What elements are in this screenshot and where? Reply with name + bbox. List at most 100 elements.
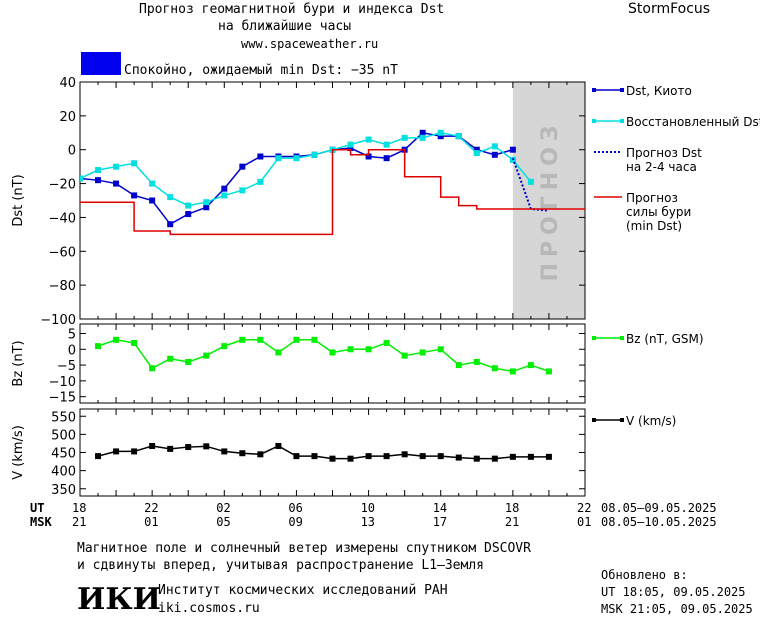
dst-series-1-point	[437, 129, 444, 136]
dst-series-1-point	[383, 141, 390, 148]
bz-series-0-point	[167, 355, 174, 362]
bz-series-0-point	[185, 358, 192, 365]
dst-series-1-line	[80, 132, 532, 207]
dst-series-1-point	[221, 192, 228, 199]
v-series-0-point	[257, 451, 264, 458]
y-tick-label: −40	[49, 211, 76, 226]
y-tick-label: 20	[59, 110, 76, 125]
dst-series-0-point	[203, 204, 210, 211]
v-series-0-point	[293, 453, 300, 460]
v-series-0-point	[347, 455, 354, 462]
dst-series-0-point	[257, 153, 264, 160]
dst-series-0-point	[473, 146, 480, 153]
ut-label: UT	[30, 501, 45, 515]
bz-series-0-point	[149, 365, 156, 372]
bz-series-0-point	[131, 339, 138, 346]
dst-series-0-point	[347, 145, 354, 152]
dst-series-0-point	[437, 133, 444, 140]
y-tick-label: −100	[40, 313, 76, 328]
y-tick-label: 450	[51, 447, 76, 462]
v-series-0-point	[455, 454, 462, 461]
v-panel-frame	[79, 408, 586, 497]
v-series-0-point	[167, 445, 174, 452]
bz-series-0-point	[275, 349, 282, 356]
site-url[interactable]: www.spaceweather.ru	[241, 37, 379, 51]
dst-series-1-point	[491, 143, 498, 150]
y-tick-label: −15	[49, 391, 76, 406]
bz-series-0-point	[113, 336, 120, 343]
v-series-0-point	[437, 453, 444, 460]
dst-legend-3-text: Прогноз	[626, 191, 678, 205]
dst-series-1-point	[167, 194, 174, 201]
ut-tick-label: 18	[72, 501, 87, 515]
dst-series-0-point	[131, 192, 138, 199]
msk-tick-label: 21	[72, 515, 87, 529]
y-tick-label: −80	[49, 279, 76, 294]
v-series-0-point	[491, 455, 498, 462]
dst-series-0-point	[509, 146, 516, 153]
bz-series-0-point	[365, 346, 372, 353]
status-text: Спокойно, ожидаемый min Dst: −35 nT	[124, 63, 398, 78]
bz-series-0-point	[95, 343, 102, 350]
dst-series-1-point	[473, 150, 480, 157]
msk-tick-label: 13	[360, 515, 376, 529]
v-series-0-point	[419, 453, 426, 460]
y-tick-label: 350	[51, 483, 76, 498]
ut-tick-label: 06	[288, 501, 303, 515]
bz-series-0-point	[221, 343, 228, 350]
dst-series-1-point	[239, 187, 246, 194]
dst-series-1-point	[113, 163, 120, 170]
v-series-0-point	[545, 453, 552, 460]
v-series-0-point	[95, 453, 102, 460]
dst-legend-1-text: Восстановленный Dst	[626, 115, 760, 129]
dst-series-0-point	[167, 221, 174, 228]
bz-series-0-point	[383, 339, 390, 346]
dst-series-1-point	[293, 155, 300, 162]
bz-series-0-line	[97, 339, 550, 373]
dst-series-1-point	[149, 180, 156, 187]
msk-label: MSK	[30, 515, 52, 529]
dst-series-0-point	[365, 153, 372, 160]
ut-tick-label: 10	[360, 501, 376, 515]
bz-series-0-point	[347, 346, 354, 353]
v-series-0-point	[311, 453, 318, 460]
v-series-0-point	[365, 453, 372, 460]
dst-series-0-point	[419, 129, 426, 136]
dst-series-0-point	[185, 211, 192, 218]
dst-series-1-point	[365, 136, 372, 143]
bz-series-0-point	[401, 352, 408, 359]
dst-series-0-point	[149, 197, 156, 204]
dst-series-0-line	[80, 131, 514, 226]
forecast-zone-label: ПРОГНОЗ	[538, 119, 563, 281]
chart-title-line2: на ближайшие часы	[218, 19, 352, 34]
v-series-0-point	[401, 451, 408, 458]
footer-note-line1: Магнитное поле и солнечный ветер измерен…	[77, 541, 531, 556]
y-tick-label: −10	[49, 375, 76, 390]
v-series-0-point	[473, 455, 480, 462]
bz-series-0-point	[527, 362, 534, 369]
msk-tick-label: 17	[432, 515, 448, 529]
v-series-0-point	[185, 444, 192, 451]
ut-tick-label: 22	[144, 501, 159, 515]
v-y-axis-label: V (km/s)	[11, 425, 26, 480]
v-series-0-point	[203, 443, 210, 450]
v-series-0-point	[239, 450, 246, 457]
dst-legend-1: Восстановленный Dst	[592, 115, 760, 129]
bz-series-0-point	[419, 349, 426, 356]
dst-series-0-point	[491, 151, 498, 158]
bz-series-0-point	[545, 368, 552, 375]
forecast-zone	[512, 82, 585, 319]
dst-series-1-point	[95, 167, 102, 174]
msk-tick-label: 05	[216, 515, 231, 529]
bz-series-0-point	[203, 352, 210, 359]
v-series-0-point	[509, 453, 516, 460]
y-tick-label: −20	[49, 178, 76, 193]
dst-series-0-point	[383, 155, 390, 162]
dst-series-1-point	[203, 199, 210, 206]
v-series-0-point	[131, 448, 138, 455]
dst-series-1-point	[275, 155, 282, 162]
institute-site[interactable]: iki.cosmos.ru	[158, 601, 260, 616]
ut-tick-label: 02	[216, 501, 231, 515]
